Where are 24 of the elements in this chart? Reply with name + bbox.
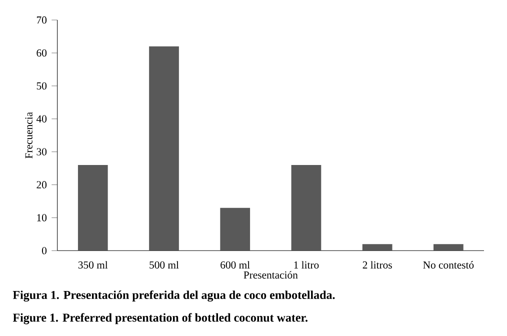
- y-tick-label: 60: [36, 49, 47, 57]
- y-tick-label: 10: [37, 214, 47, 222]
- bar: [220, 208, 250, 251]
- x-tick-label: 350 ml: [78, 261, 108, 269]
- x-tick-label: 600 ml: [220, 261, 250, 269]
- x-tick-label: 1 litro: [294, 261, 319, 269]
- bar: [434, 244, 464, 251]
- bar: [78, 164, 108, 251]
- text: Figura 1. Presentación preferida del agua de coco embotellada.: [12, 290, 335, 302]
- bar: [362, 244, 392, 251]
- caption: Figure 1. Preferred presentation of bottled coconut water.: [12, 313, 308, 324]
- bar: [149, 46, 179, 251]
- y-tick-label: 40: [36, 115, 47, 122]
- y-tick-label: 50: [36, 82, 47, 90]
- y-tick-label: 0: [42, 247, 47, 254]
- x-tick-label: 2 litros: [362, 261, 392, 269]
- x-tick-label: No contestó: [423, 261, 474, 269]
- bar: [291, 164, 322, 251]
- x-tick-label: 500 ml: [150, 261, 179, 269]
- y-tick-label: 70: [36, 16, 47, 24]
- y-tick-label: 20: [36, 181, 47, 188]
- y-axis-title: Frecuencia: [25, 112, 32, 158]
- y-tick-label: 30: [36, 148, 47, 156]
- x-axis-title: Presentación: [244, 271, 298, 279]
